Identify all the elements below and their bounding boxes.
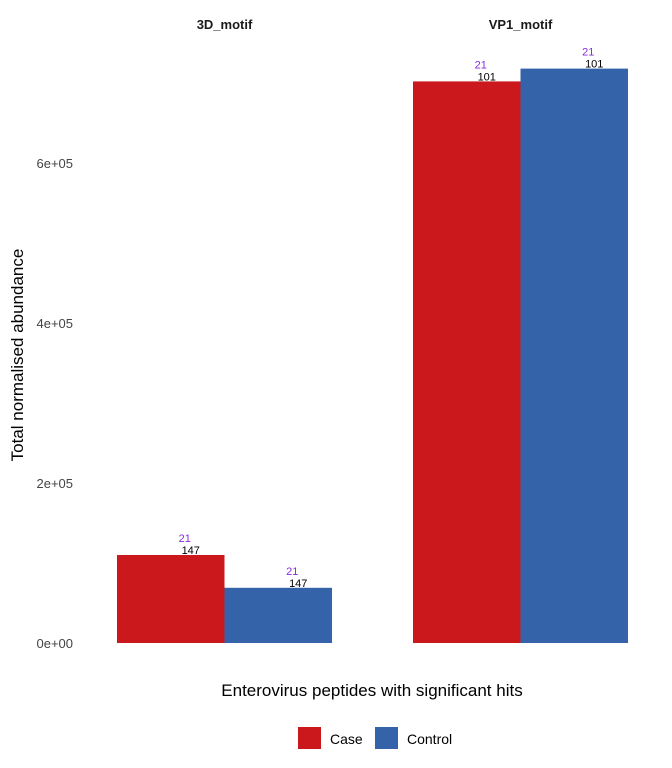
bar-control bbox=[520, 68, 628, 644]
bar-control bbox=[224, 587, 332, 643]
bar-hits-label: 21 bbox=[286, 566, 298, 578]
y-axis-title: Total normalised abundance bbox=[8, 249, 27, 462]
legend-label: Case bbox=[330, 731, 363, 747]
y-tick-label: 6e+05 bbox=[36, 156, 73, 171]
y-axis: 0e+00 2e+05 4e+05 6e+05 bbox=[36, 156, 73, 651]
facet-title: VP1_motif bbox=[489, 17, 553, 32]
bar-hits-label: 21 bbox=[179, 533, 191, 545]
bar-case bbox=[117, 555, 225, 643]
bar-count-label: 101 bbox=[585, 59, 603, 71]
bar-hits-label: 21 bbox=[582, 47, 594, 59]
legend-item-control: Control bbox=[375, 727, 452, 749]
bar-count-label: 147 bbox=[182, 545, 200, 557]
facet-title: 3D_motif bbox=[197, 17, 253, 32]
legend-item-case: Case bbox=[298, 727, 363, 749]
legend-key bbox=[298, 727, 321, 749]
legend-key bbox=[375, 727, 398, 749]
bar-count-label: 147 bbox=[289, 578, 307, 590]
bar-count-label: 101 bbox=[478, 71, 496, 83]
legend: Case Control bbox=[298, 727, 452, 749]
legend-label: Control bbox=[407, 731, 452, 747]
x-axis-title: Enterovirus peptides with significant hi… bbox=[221, 681, 522, 700]
y-tick-label: 2e+05 bbox=[36, 476, 73, 491]
bar-hits-label: 21 bbox=[475, 59, 487, 71]
y-tick-label: 4e+05 bbox=[36, 316, 73, 331]
y-tick-label: 0e+00 bbox=[36, 636, 73, 651]
bar-case bbox=[413, 81, 521, 643]
